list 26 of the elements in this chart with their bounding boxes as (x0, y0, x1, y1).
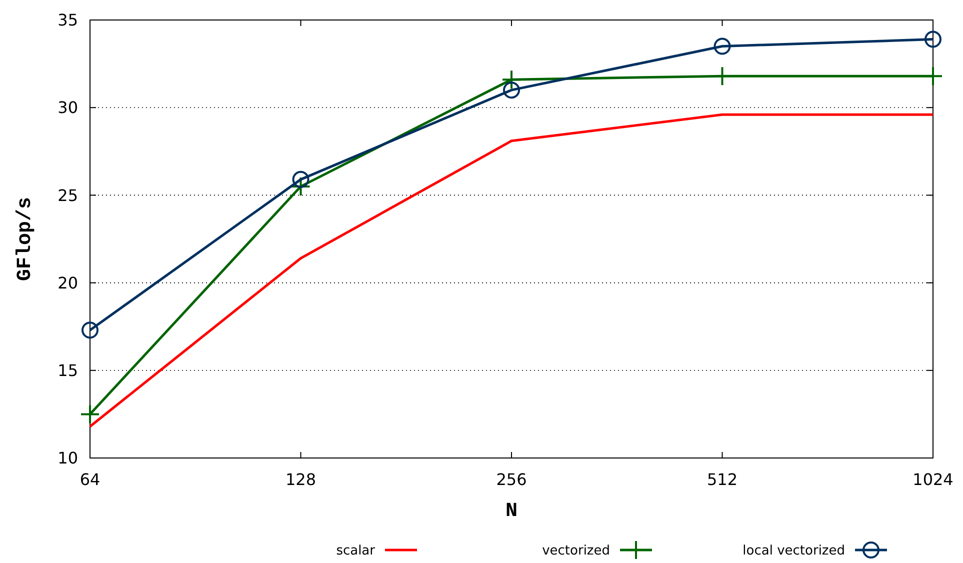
x-tick-label: 128 (285, 470, 316, 489)
legend-label: vectorized (542, 544, 610, 559)
x-tick-label: 512 (706, 470, 738, 489)
y-tick-label: 25 (58, 186, 78, 205)
point (80, 404, 100, 424)
y-tick-label: 15 (58, 361, 78, 380)
point (82, 322, 98, 339)
x-axis-title: N (505, 500, 518, 523)
y-tick-label: 20 (58, 273, 78, 292)
point (502, 70, 522, 90)
x-tick-label: 1024 (912, 470, 954, 489)
point (923, 66, 943, 86)
point (503, 82, 520, 99)
y-tick-label: 10 (58, 448, 78, 468)
y-tick-label: 35 (58, 10, 78, 30)
point (290, 176, 311, 196)
point (924, 30, 942, 48)
legend-label: local vectorized (742, 544, 845, 559)
line-series (88, 113, 934, 428)
y-axis-title: GFlop/s (14, 196, 37, 282)
y-tick-label: 30 (58, 98, 78, 118)
point (292, 170, 310, 188)
x-tick-label: 256 (496, 470, 527, 489)
x-tick-label: 64 (80, 470, 100, 489)
legend-label: scalar (336, 544, 376, 559)
point (714, 38, 731, 55)
